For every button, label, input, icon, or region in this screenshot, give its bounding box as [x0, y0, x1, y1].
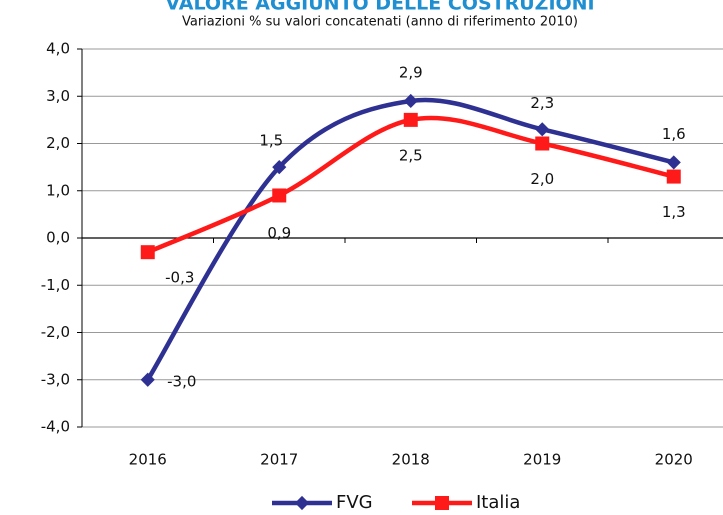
- data-label: 2,0: [530, 170, 554, 188]
- point-marker: [535, 136, 550, 151]
- y-tick-label: 2,0: [46, 134, 70, 152]
- data-label: 2,5: [399, 146, 423, 164]
- x-tick-label: 2019: [523, 451, 561, 469]
- x-tick-label: 2017: [260, 451, 298, 469]
- data-label: -3,0: [167, 372, 196, 390]
- data-label: -0,3: [165, 269, 194, 287]
- data-label: 1,5: [259, 132, 283, 150]
- series-line: [146, 115, 675, 255]
- legend-label: Italia: [476, 492, 520, 513]
- point-marker: [140, 372, 155, 387]
- chart-subtitle: Variazioni % su valori concatenati (anno…: [182, 15, 578, 30]
- y-tick-label: 4,0: [46, 40, 70, 58]
- legend-marker: [294, 495, 310, 511]
- point-marker: [272, 188, 287, 203]
- point-marker: [403, 112, 418, 127]
- data-label: 1,6: [662, 125, 686, 143]
- point-marker: [535, 122, 550, 137]
- x-tick-label: 2016: [129, 451, 167, 469]
- y-tick-label: -3,0: [41, 370, 70, 388]
- y-tick-label: -1,0: [41, 276, 70, 294]
- chart-title: VALORE AGGIUNTO DELLE COSTRUZIONI: [165, 0, 594, 15]
- point-marker: [272, 160, 287, 175]
- point-marker: [666, 169, 681, 184]
- data-label: 2,9: [399, 63, 423, 81]
- legend-marker: [435, 496, 449, 510]
- data-label: 1,3: [662, 203, 686, 221]
- y-tick-label: -2,0: [41, 323, 70, 341]
- y-tick-label: 0,0: [46, 229, 70, 247]
- x-tick-label: 2020: [655, 451, 693, 469]
- point-marker: [666, 155, 681, 170]
- legend-label: FVG: [336, 492, 373, 513]
- y-tick-label: -4,0: [41, 418, 70, 436]
- series-line: [145, 97, 675, 381]
- point-marker: [403, 93, 418, 109]
- x-tick-label: 2018: [392, 451, 430, 469]
- y-tick-label: 3,0: [46, 87, 70, 105]
- point-marker: [140, 245, 155, 260]
- data-label: 2,3: [530, 94, 554, 112]
- data-label: 0,9: [267, 224, 291, 242]
- y-tick-label: 1,0: [46, 181, 70, 199]
